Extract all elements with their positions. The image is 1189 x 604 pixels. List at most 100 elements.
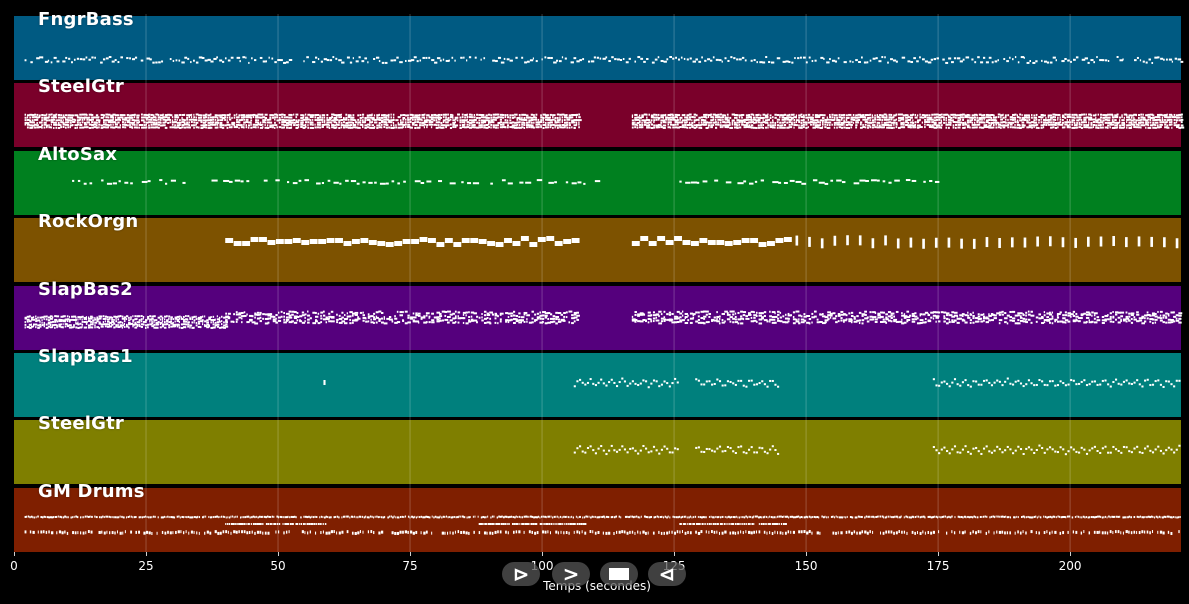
midi-note [388, 113, 390, 116]
midi-note [250, 119, 253, 122]
midi-note [319, 126, 322, 129]
midi-note [200, 116, 203, 119]
midi-note [106, 325, 110, 328]
midi-note [753, 121, 756, 124]
midi-note [971, 123, 975, 126]
midi-note [190, 113, 193, 116]
midi-note [812, 113, 814, 116]
midi-note [1050, 123, 1053, 126]
midi-note [357, 123, 359, 126]
midi-note [183, 121, 186, 124]
midi-note [499, 126, 504, 129]
midi-note [1116, 116, 1119, 119]
midi-note [897, 116, 902, 119]
midi-note [573, 311, 578, 314]
midi-note [542, 320, 544, 323]
midi-note [391, 180, 395, 183]
midi-note [947, 237, 951, 248]
midi-note [76, 123, 80, 126]
midi-note [90, 317, 93, 320]
midi-note [159, 315, 163, 318]
midi-note [727, 59, 730, 62]
midi-note [536, 312, 539, 315]
midi-note [1099, 116, 1103, 119]
midi-note [1171, 116, 1175, 119]
midi-note [157, 123, 161, 126]
midi-note [24, 326, 26, 329]
midi-note [323, 123, 328, 126]
midi-note [563, 116, 568, 119]
midi-note [471, 116, 474, 119]
midi-note [225, 320, 228, 323]
midi-note [53, 121, 56, 124]
midi-note [568, 124, 571, 127]
midi-note [566, 121, 569, 124]
midi-note [140, 325, 144, 328]
midi-note [326, 59, 330, 62]
midi-note [1004, 114, 1007, 117]
midi-note [559, 113, 562, 116]
midi-note [140, 113, 143, 116]
midi-note [397, 121, 399, 124]
midi-note [191, 321, 194, 324]
midi-note [848, 126, 851, 129]
midi-note [631, 126, 634, 129]
midi-note [772, 121, 774, 124]
midi-note [473, 126, 477, 129]
midi-note [956, 57, 961, 60]
midi-note [26, 320, 29, 323]
midi-note [770, 61, 775, 64]
midi-note [335, 57, 338, 60]
midi-note [157, 126, 160, 129]
midi-note [376, 114, 380, 117]
midi-note [518, 315, 521, 318]
midi-note [671, 313, 674, 316]
midi-note [124, 126, 127, 129]
midi-note [128, 319, 131, 322]
midi-note [468, 311, 470, 314]
midi-note [161, 316, 164, 319]
midi-note [384, 61, 388, 64]
midi-note [554, 181, 557, 184]
midi-note [159, 321, 163, 324]
midi-note [1019, 113, 1022, 116]
midi-note [781, 118, 785, 121]
midi-note [753, 118, 757, 121]
midi-note [679, 126, 682, 129]
midi-note [371, 126, 375, 129]
midi-note [1148, 58, 1151, 61]
midi-note [931, 126, 935, 129]
midi-note [391, 320, 394, 323]
midi-note [745, 121, 749, 124]
midi-note [112, 182, 117, 185]
midi-note [233, 321, 235, 324]
midi-note [676, 121, 681, 124]
midi-note [993, 116, 997, 119]
midi-note [125, 323, 128, 326]
midi-note [290, 119, 294, 122]
midi-note [245, 118, 249, 121]
midi-note [83, 126, 88, 129]
midi-note [814, 116, 818, 119]
midi-note [1040, 126, 1043, 129]
midi-note [438, 180, 443, 183]
midi-note [360, 238, 369, 243]
midi-note [1035, 113, 1038, 116]
midi-note [474, 56, 477, 59]
midi-note [1019, 124, 1021, 127]
midi-note [500, 61, 505, 64]
midi-note [67, 126, 70, 129]
midi-note [402, 121, 404, 124]
midi-note [931, 121, 935, 124]
midi-note [331, 119, 335, 122]
midi-note [791, 123, 794, 126]
midi-note [247, 124, 251, 127]
midi-note [714, 116, 719, 119]
midi-note [736, 119, 740, 122]
midi-note [275, 321, 278, 324]
midi-note [307, 113, 311, 116]
midi-note [741, 116, 743, 119]
midi-note [157, 323, 160, 326]
midi-note [162, 118, 166, 121]
midi-note [123, 325, 126, 328]
